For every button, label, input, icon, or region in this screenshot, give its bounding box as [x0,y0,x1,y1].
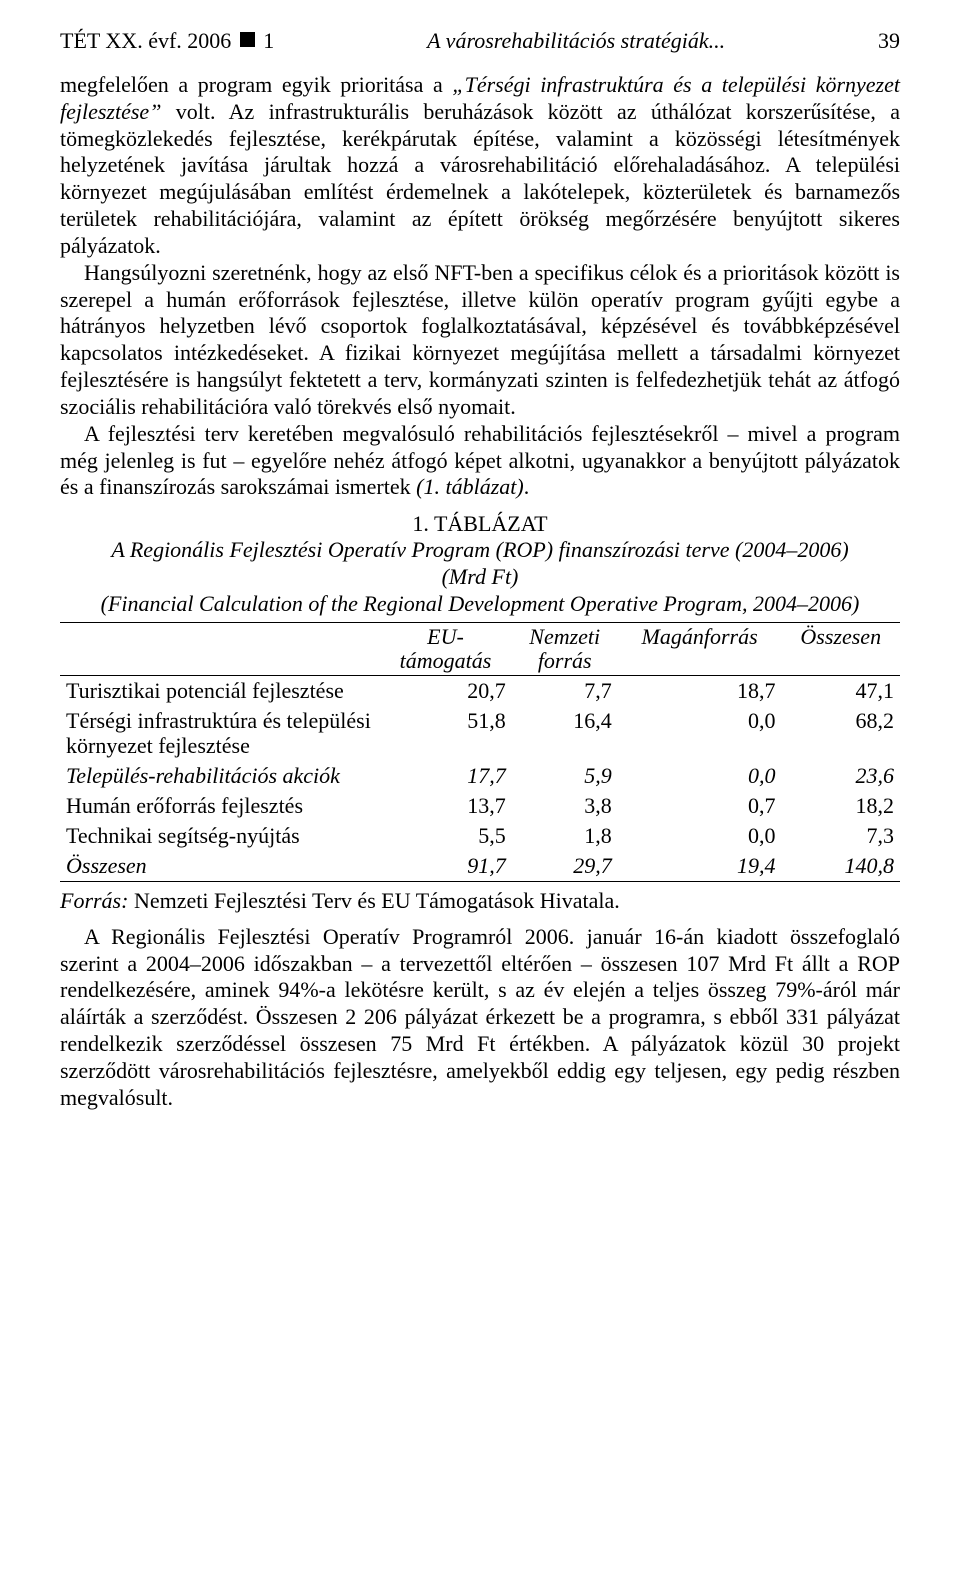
page-number: 39 [878,28,900,54]
paragraph-3: A fejlesztési terv keretében megvalósuló… [60,421,900,501]
paragraph-2: Hangsúlyozni szeretnénk, hogy az első NF… [60,260,900,421]
col-eu-b: támogatás [400,648,492,673]
table-row: Technikai segítség-nyújtás 5,5 1,8 0,0 7… [60,821,900,851]
row-nemzeti: 1,8 [512,821,618,851]
table-row: Humán erőforrás fejlesztés 13,7 3,8 0,7 … [60,791,900,821]
col-nemzeti-b: forrás [538,648,592,673]
row-nemzeti: 7,7 [512,676,618,707]
row-magan: 0,0 [618,706,782,761]
row-label: Technikai segítség-nyújtás [60,821,379,851]
source-text: Nemzeti Fejlesztési Terv és EU Támogatás… [128,888,619,913]
table-title-line3: (Financial Calculation of the Regional D… [60,591,900,618]
table-header-row: EU- támogatás Nemzeti forrás Magánforrás… [60,622,900,675]
source-label: Forrás: [60,888,128,913]
table-source: Forrás: Nemzeti Fejlesztési Terv és EU T… [60,888,900,914]
col-nemzeti: Nemzeti forrás [512,622,618,675]
row-nemzeti: 29,7 [512,851,618,882]
row-magan: 0,0 [618,761,782,791]
row-magan: 19,4 [618,851,782,882]
table-title-line1: A Regionális Fejlesztési Operatív Progra… [60,537,900,564]
col-magan: Magánforrás [618,622,782,675]
paragraph-1: megfelelően a program egyik prioritása a… [60,72,900,260]
row-eu: 91,7 [379,851,512,882]
row-nemzeti: 3,8 [512,791,618,821]
table-row: Település-rehabilitációs akciók 17,7 5,9… [60,761,900,791]
col-nemzeti-a: Nemzeti [529,624,600,649]
row-ossz: 47,1 [782,676,901,707]
row-ossz: 7,3 [782,821,901,851]
row-magan: 18,7 [618,676,782,707]
row-magan: 0,0 [618,821,782,851]
row-eu: 17,7 [379,761,512,791]
row-eu: 20,7 [379,676,512,707]
page: TÉT XX. évf. 2006 1 A városrehabilitáció… [0,0,960,1596]
table-title-line2: (Mrd Ft) [60,564,900,591]
row-nemzeti: 16,4 [512,706,618,761]
col-osszesen: Összesen [782,622,901,675]
row-nemzeti: 5,9 [512,761,618,791]
row-ossz: 140,8 [782,851,901,882]
row-label: Térségi infrastruktúra és települési kör… [60,706,379,761]
header-left-suffix: 1 [258,28,275,53]
header-center: A városrehabilitációs stratégiák... [274,28,878,54]
row-eu: 13,7 [379,791,512,821]
row-label: Turisztikai potenciál fejlesztése [60,676,379,707]
paragraph-4: A Regionális Fejlesztési Operatív Progra… [60,924,900,1112]
table-number: 1. TÁBLÁZAT [60,511,900,537]
header-left-prefix: TÉT XX. évf. 2006 [60,28,237,53]
p1-part-a: megfelelően a program egyik prioritása a [60,72,452,97]
row-eu: 5,5 [379,821,512,851]
row-label: Település-rehabilitációs akciók [60,761,379,791]
col-eu-a: EU- [427,624,464,649]
row-label: Humán erőforrás fejlesztés [60,791,379,821]
table-row: Térségi infrastruktúra és települési kör… [60,706,900,761]
col-empty [60,622,379,675]
financing-table: EU- támogatás Nemzeti forrás Magánforrás… [60,622,900,882]
row-ossz: 23,6 [782,761,901,791]
p1-part-b: volt. Az infrastrukturális beruházások k… [60,99,900,258]
p3-italic: (1. táblázat) [416,474,524,499]
row-ossz: 68,2 [782,706,901,761]
p3-part-b: . [524,474,530,499]
running-header: TÉT XX. évf. 2006 1 A városrehabilitáció… [60,28,900,54]
header-left: TÉT XX. évf. 2006 1 [60,28,274,54]
table-row-total: Összesen 91,7 29,7 19,4 140,8 [60,851,900,882]
table-row: Turisztikai potenciál fejlesztése 20,7 7… [60,676,900,707]
row-eu: 51,8 [379,706,512,761]
col-eu: EU- támogatás [379,622,512,675]
table-body: Turisztikai potenciál fejlesztése 20,7 7… [60,676,900,882]
row-ossz: 18,2 [782,791,901,821]
row-magan: 0,7 [618,791,782,821]
black-square-icon [240,32,255,47]
row-label: Összesen [60,851,379,882]
